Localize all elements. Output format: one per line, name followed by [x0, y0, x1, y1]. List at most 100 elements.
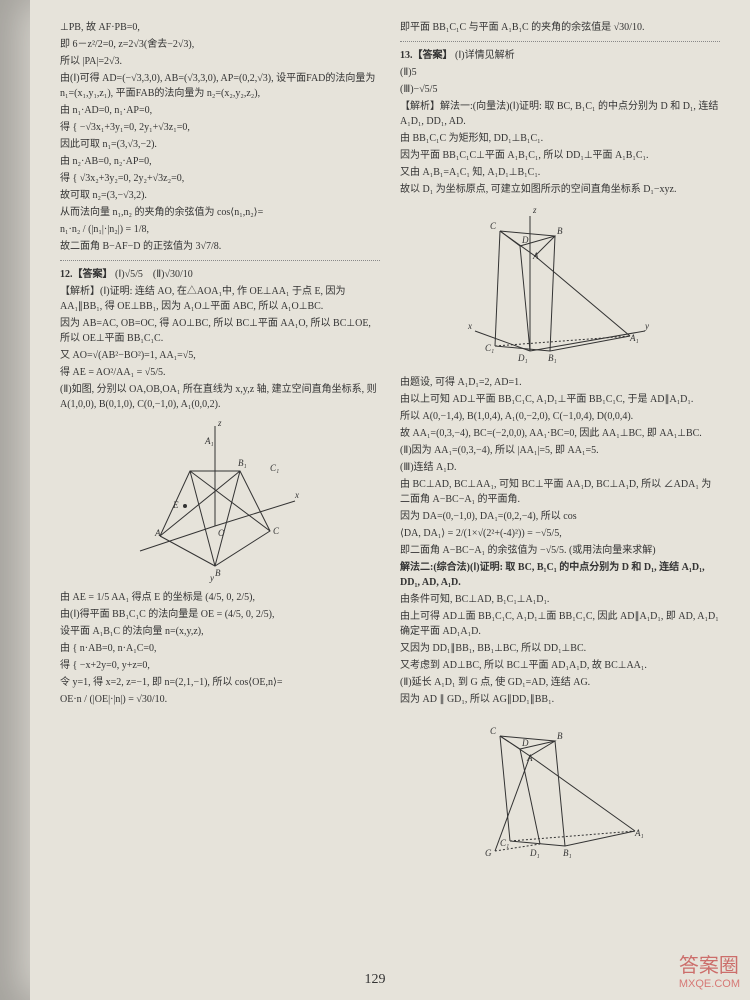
text-line: 由(Ⅰ)得平面 BB₁C₁C 的法向量是 OE = (4/5, 0, 2/5),: [60, 607, 380, 622]
vertex-label: C₁: [270, 463, 279, 473]
text-line: 从而法向量 n₁,n₂ 的夹角的余弦值为 cos⟨n₁,n₂⟩=: [60, 205, 380, 220]
text-line: (Ⅱ)延长 A₁D₁ 到 G 点, 使 GD₁=AD, 连结 AG.: [400, 675, 720, 690]
text-line: OE·n / (|OE|·|n|) = √30/10.: [60, 692, 380, 707]
text-line: 得 { −x+2y=0, y+z=0,: [60, 658, 380, 673]
vertex-label: D: [521, 738, 529, 748]
answer-label: 13.【答案】: [400, 50, 453, 61]
text-line: 得 { √3x₂+3y₂=0, 2y₂+√3z₂=0,: [60, 171, 380, 186]
text-line: ⊥PB, 故 AF·PB=0,: [60, 20, 380, 35]
text-line: 令 y=1, 得 x=2, z=−1, 即 n=(2,1,−1), 所以 cos…: [60, 675, 380, 690]
axis-label: x: [467, 321, 472, 331]
text-line: 故可取 n₂=(3,−√3,2).: [60, 188, 380, 203]
text-line: 故以 D₁ 为坐标原点, 可建立如图所示的空间直角坐标系 D₁−xyz.: [400, 182, 720, 197]
answer-label: 12.【答案】: [60, 269, 113, 280]
vertex-label: C: [273, 526, 280, 536]
text-line: 所以 A(0,−1,4), B(1,0,4), A₁(0,−2,0), C(−1…: [400, 409, 720, 424]
axis-label: z: [532, 205, 537, 215]
figure-q13b: A B C D A₁ B₁ C₁ D₁ G: [465, 711, 655, 861]
text-line: 所以 |PA|=2√3.: [60, 54, 380, 69]
watermark: 答案圈 MXQE.COM: [679, 949, 740, 990]
watermark-url: MXQE.COM: [679, 978, 740, 990]
text-line: 由 BB₁C₁C 为矩形知, DD₁⊥B₁C₁.: [400, 131, 720, 146]
answer-value: (Ⅰ)详情见解析: [455, 50, 515, 61]
text-line: 【解析】解法一:(向量法)(Ⅰ)证明: 取 BC, B₁C₁ 的中点分别为 D …: [400, 99, 720, 129]
text-line: 由 n₂·AB=0, n₂·AP=0,: [60, 154, 380, 169]
vertex-label: A₁: [634, 828, 644, 838]
vertex-label: C: [490, 726, 497, 736]
text-line: (Ⅱ)如图, 分别以 OA,OB,OA₁ 所在直线为 x,y,z 轴, 建立空间…: [60, 382, 380, 412]
text-line: 又由 A₁B₁=A₁C₁ 知, A₁D₁⊥B₁C₁.: [400, 165, 720, 180]
vertex-label: B₁: [238, 458, 247, 468]
text-line: 因为 DA=(0,−1,0), DA₁=(0,2,−4), 所以 cos: [400, 509, 720, 524]
vertex-label: B₁: [548, 353, 557, 363]
vertex-label: A₁: [629, 333, 639, 343]
text-line: 得 AE = AO²/AA₁ = √5/5.: [60, 365, 380, 380]
answer-value: (Ⅰ)√5/5 (Ⅱ)√30/10: [115, 269, 193, 280]
vertex-label: C₁: [500, 838, 509, 848]
text-line: 因此可取 n₁=(3,√3,−2).: [60, 137, 380, 152]
vertex-label: B: [215, 568, 221, 578]
text-line: 由题设, 可得 A₁D₁=2, AD=1.: [400, 375, 720, 390]
text-line: 由 { n·AB=0, n·A₁C=0,: [60, 641, 380, 656]
answer-value: (Ⅲ)−√5/5: [400, 82, 720, 97]
vertex-label: D₁: [529, 848, 540, 858]
text-line: 又考虑到 AD⊥BC, 所以 BC⊥平面 AD₁A₁D, 故 BC⊥AA₁.: [400, 658, 720, 673]
axis-label: z: [217, 418, 222, 428]
text-line: 由 AE = 1/5 AA₁ 得点 E 的坐标是 (4/5, 0, 2/5),: [60, 590, 380, 605]
left-column: ⊥PB, 故 AF·PB=0, 即 6－z²/2=0, z=2√3(舍去−2√3…: [60, 20, 380, 960]
answer-value: (Ⅱ)5: [400, 65, 720, 80]
vertex-label: B: [557, 731, 563, 741]
q12-answer: 12.【答案】 (Ⅰ)√5/5 (Ⅱ)√30/10: [60, 267, 380, 282]
text-line: 由上可得 AD⊥面 BB₁C₁C, A₁D₁⊥面 BB₁C₁C, 因此 AD∥A…: [400, 609, 720, 639]
text-line: 解法二:(综合法)(Ⅰ)证明: 取 BC, B₁C₁ 的中点分别为 D 和 D₁…: [400, 560, 720, 590]
text-line: n₁·n₂ / (|n₁|·|n₂|) = 1/8,: [60, 222, 380, 237]
vertex-label: A: [154, 528, 161, 538]
page: ⊥PB, 故 AF·PB=0, 即 6－z²/2=0, z=2√3(舍去−2√3…: [0, 0, 750, 1000]
right-column: 即平面 BB₁C₁C 与平面 A₁B₁C 的夹角的余弦值是 √30/10. 13…: [400, 20, 720, 960]
content-area: ⊥PB, 故 AF·PB=0, 即 6－z²/2=0, z=2√3(舍去−2√3…: [60, 20, 720, 960]
vertex-label: A: [532, 251, 539, 261]
vertex-label: E: [172, 500, 179, 510]
vertex-label: D₁: [517, 353, 528, 363]
vertex-label: A₁: [204, 436, 214, 446]
text-line: 由条件可知, BC⊥AD, B₁C₁⊥A₁D₁.: [400, 592, 720, 607]
text-line: 得 { −√3x₁+3y₁=0, 2y₁+√3z₁=0,: [60, 120, 380, 135]
vertex-label: G: [485, 848, 492, 858]
axis-label: x: [294, 490, 299, 500]
text-line: 设平面 A₁B₁C 的法向量 n=(x,y,z),: [60, 624, 380, 639]
separator: [60, 260, 380, 261]
text-line: 故 AA₁=(0,3,−4), BC=(−2,0,0), AA₁·BC=0, 因…: [400, 426, 720, 441]
vertex-label: D: [521, 235, 529, 245]
text-line: 由 n₁·AD=0, n₁·AP=0,: [60, 103, 380, 118]
text-line: (Ⅱ)因为 AA₁=(0,3,−4), 所以 |AA₁|=5, 即 AA₁=5.: [400, 443, 720, 458]
watermark-cn: 答案圈: [679, 955, 739, 977]
figure-q13a: z y x A B C D A₁ B₁ C₁ D₁: [460, 201, 660, 371]
figure-q12: z x y A B C O E A₁ B₁ C₁: [130, 416, 310, 586]
text-line: 因为 AD ∥ GD₁, 所以 AG∥DD₁∥BB₁.: [400, 692, 720, 707]
text-line: 又 AO=√(AB²−BO²)=1, AA₁=√5,: [60, 348, 380, 363]
separator: [400, 41, 720, 42]
text-line: 即二面角 A−BC−A₁ 的余弦值为 −√5/5. (或用法向量来求解): [400, 543, 720, 558]
axis-label: y: [209, 573, 214, 583]
vertex-label: O: [218, 528, 225, 538]
text-line: 即平面 BB₁C₁C 与平面 A₁B₁C 的夹角的余弦值是 √30/10.: [400, 20, 720, 35]
text-line: 由(Ⅰ)可得 AD=(−√3,3,0), AB=(√3,3,0), AP=(0,…: [60, 71, 380, 101]
q13-answer: 13.【答案】 (Ⅰ)详情见解析: [400, 48, 720, 63]
text-line: 由以上可知 AD⊥平面 BB₁C₁C, A₁D₁⊥平面 BB₁C₁C, 于是 A…: [400, 392, 720, 407]
text-line: 由 BC⊥AD, BC⊥AA₁, 可知 BC⊥平面 AA₁D, BC⊥A₁D, …: [400, 477, 720, 507]
text-line: (Ⅲ)连结 A₁D.: [400, 460, 720, 475]
page-number: 129: [0, 972, 750, 988]
text-line: 因为 AB=AC, OB=OC, 得 AO⊥BC, 所以 BC⊥平面 AA₁O,…: [60, 316, 380, 346]
vertex-label: B: [557, 226, 563, 236]
vertex-label: C: [490, 221, 497, 231]
vertex-label: A: [526, 753, 533, 763]
text-line: ⟨DA, DA₁⟩ = 2/(1×√(2²+(-4)²)) = −√5/5,: [400, 526, 720, 541]
text-line: 【解析】(Ⅰ)证明: 连结 AO, 在△AOA₁中, 作 OE⊥AA₁ 于点 E…: [60, 284, 380, 314]
vertex-label: B₁: [563, 848, 572, 858]
vertex-label: C₁: [485, 343, 494, 353]
text-line: 因为平面 BB₁C₁C⊥平面 A₁B₁C₁, 所以 DD₁⊥平面 A₁B₁C₁.: [400, 148, 720, 163]
text-line: 即 6－z²/2=0, z=2√3(舍去−2√3),: [60, 37, 380, 52]
axis-label: y: [644, 321, 649, 331]
text-line: 又因为 DD₁∥BB₁, BB₁⊥BC, 所以 DD₁⊥BC.: [400, 641, 720, 656]
text-line: 故二面角 B−AF−D 的正弦值为 3√7/8.: [60, 239, 380, 254]
